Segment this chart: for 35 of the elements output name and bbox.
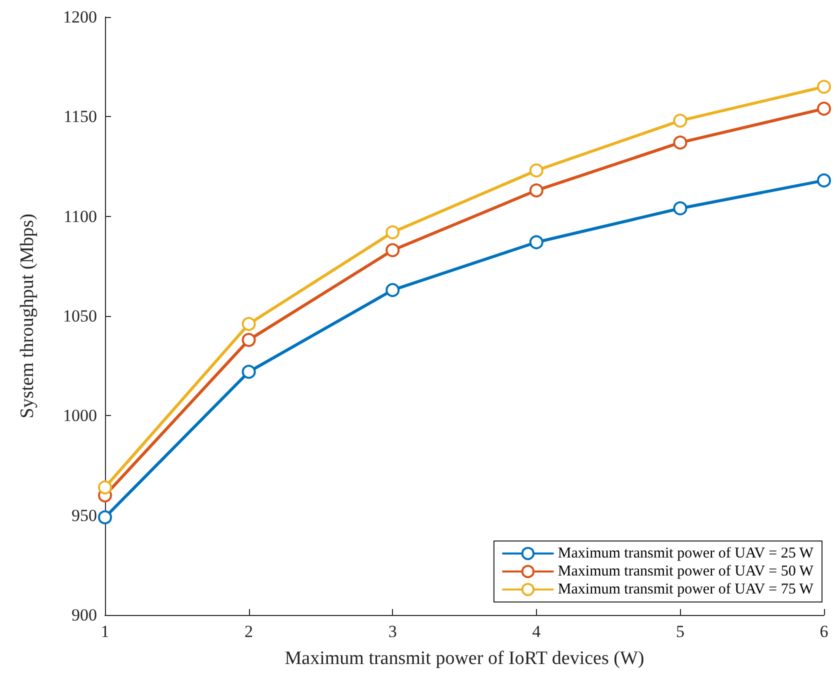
y-tick-label: 1100 xyxy=(64,206,97,226)
x-tick-label: 6 xyxy=(820,622,828,641)
point xyxy=(242,332,256,347)
point xyxy=(817,173,831,188)
point xyxy=(529,235,544,250)
y-axis-title: System throughput (Mbps) xyxy=(17,214,38,418)
legend-label: Maximum transmit power of UAV = 25 W xyxy=(558,546,814,562)
point xyxy=(673,114,688,128)
x-tick-label: 5 xyxy=(676,622,684,641)
legend-label: Maximum transmit power of UAV = 75 W xyxy=(558,582,814,598)
y-tick-label: 1000 xyxy=(63,406,97,426)
y-tick-label: 900 xyxy=(72,606,97,624)
point xyxy=(386,283,400,298)
x-tick-label: 3 xyxy=(388,622,397,641)
point xyxy=(386,243,400,258)
point xyxy=(529,163,544,178)
x-tick-label: 1 xyxy=(100,622,110,641)
x-tick-label: 4 xyxy=(532,622,542,641)
point xyxy=(673,136,688,150)
y-tick-label: 1050 xyxy=(63,306,97,326)
legend-label: Maximum transmit power of UAV = 50 W xyxy=(558,564,814,580)
point xyxy=(242,364,256,379)
x-tick-label: 2 xyxy=(244,622,254,641)
point xyxy=(529,183,544,198)
x-axis-title: Maximum transmit power of IoRT devices (W) xyxy=(284,648,644,669)
y-tick-label: 1200 xyxy=(63,8,97,26)
point xyxy=(242,316,256,331)
point xyxy=(817,80,831,94)
y-tick-label: 950 xyxy=(72,506,97,525)
point xyxy=(98,480,112,494)
y-tick-label: 1150 xyxy=(64,107,97,126)
point xyxy=(673,201,688,216)
point xyxy=(98,510,112,524)
point xyxy=(386,225,400,240)
point xyxy=(817,102,831,116)
